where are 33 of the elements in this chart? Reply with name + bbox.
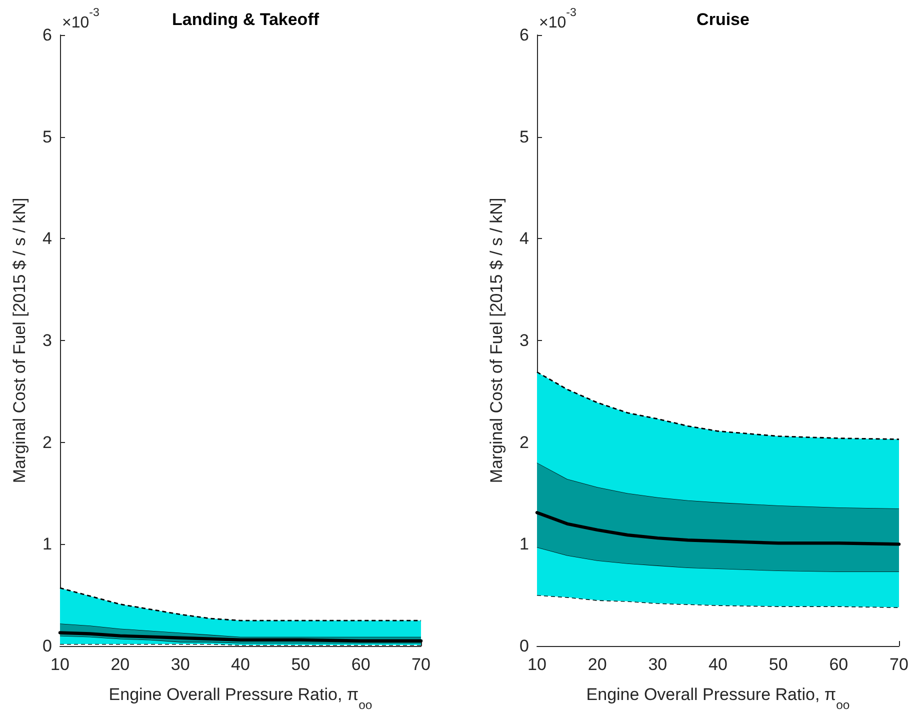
x-tick-label: 40 xyxy=(708,655,728,674)
line-series xyxy=(535,511,901,546)
y-tick-label: 6 xyxy=(520,26,529,44)
y-axis-title: Marginal Cost of Fuel [2015 $ / s / kN] xyxy=(487,198,506,484)
y-tick-label: 5 xyxy=(42,127,52,146)
x-tick-label: 50 xyxy=(291,655,310,674)
x-tick-label: 60 xyxy=(829,655,848,674)
x-tick-label: 30 xyxy=(170,655,190,674)
x-tick-label: 40 xyxy=(231,655,250,674)
y-tick-label: 2 xyxy=(42,432,52,452)
x-tick-label: 50 xyxy=(768,655,788,674)
x-tick-label: 70 xyxy=(412,655,430,674)
y-axis-title: Marginal Cost of Fuel [2015 $ / s / kN] xyxy=(10,198,29,484)
x-tick-label: 10 xyxy=(50,655,70,674)
x-tick-label: 20 xyxy=(588,655,607,674)
y-tick-label: 1 xyxy=(520,534,529,554)
y-tick-label: 3 xyxy=(520,331,529,350)
x-tick-label: 10 xyxy=(528,655,546,674)
y-tick-label: 5 xyxy=(520,127,529,146)
y-tick-label: 1 xyxy=(42,534,52,554)
y-tick-label: 4 xyxy=(520,229,529,248)
y-tick-label: 4 xyxy=(42,229,52,248)
chart-title: Cruise xyxy=(696,10,750,29)
x-tick-label: 30 xyxy=(648,655,668,674)
x-tick-label: 70 xyxy=(890,655,908,674)
x-tick-label: 60 xyxy=(351,655,370,674)
y-tick-label: 0 xyxy=(42,636,52,656)
y-tick-label: 0 xyxy=(520,636,529,656)
y-tick-label: 6 xyxy=(42,26,52,44)
chart-title: Landing & Takeoff xyxy=(172,10,320,29)
y-tick-label: 2 xyxy=(520,432,529,452)
x-tick-label: 20 xyxy=(110,655,130,674)
y-tick-label: 3 xyxy=(42,331,52,350)
